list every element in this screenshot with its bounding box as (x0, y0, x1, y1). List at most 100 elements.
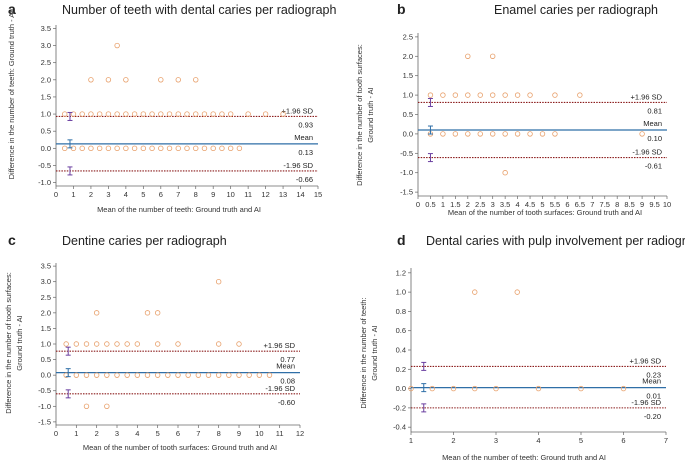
x-tick-label: 5 (540, 200, 544, 209)
data-point (104, 372, 110, 378)
y-tick-label: -0.5 (400, 149, 413, 158)
y-axis-label: Ground truth - AI (15, 315, 24, 370)
panel-d: d Dental caries with pulp involvement per… (359, 232, 685, 462)
x-tick-label: 11 (276, 429, 284, 438)
x-tick-label: 4 (536, 436, 540, 445)
upper-ci-bar (427, 97, 433, 107)
data-point (262, 111, 269, 117)
data-point (114, 111, 120, 117)
x-tick-label: 1 (409, 436, 413, 445)
y-tick-label: 2.5 (403, 32, 413, 41)
x-tick-label: 10 (663, 200, 671, 209)
data-point (131, 111, 138, 117)
data-point (175, 111, 181, 117)
mean-value: 0.01 (646, 392, 661, 401)
mean-value: 0.10 (647, 134, 662, 143)
x-tick-label: 7 (196, 429, 200, 438)
data-point (96, 111, 103, 117)
data-point (465, 131, 471, 137)
mean-value: 0.13 (298, 148, 313, 157)
data-point (266, 372, 273, 378)
x-tick-label: 4 (124, 190, 128, 199)
y-tick-label: 3.0 (41, 41, 51, 50)
data-point (236, 341, 242, 347)
lower-ci-bar (421, 403, 427, 413)
x-tick-label: 7 (176, 190, 180, 199)
data-point (236, 372, 242, 378)
x-tick-label: 1 (441, 200, 445, 209)
y-tick-label: 0.5 (41, 355, 51, 364)
y-tick-label: 3.5 (41, 24, 51, 33)
data-point (158, 145, 164, 152)
x-tick-label: 9 (640, 200, 644, 209)
data-point (134, 372, 141, 378)
panel-letter: d (397, 232, 406, 248)
x-tick-label: 9 (211, 190, 215, 199)
data-point (79, 111, 85, 117)
data-point (210, 145, 216, 152)
data-point (175, 341, 181, 347)
x-tick-label: 2 (95, 429, 99, 438)
x-tick-label: 9.5 (649, 200, 659, 209)
y-tick-label: 2.5 (41, 58, 51, 67)
data-point (427, 92, 434, 98)
data-point (93, 372, 100, 378)
upper-limit-label: +1.96 SD (631, 92, 663, 101)
y-axis-label: Ground truth - AI (370, 325, 379, 380)
lower-limit-label: -1.96 SD (631, 398, 661, 407)
data-point (452, 92, 459, 98)
data-point (154, 341, 161, 347)
lower-limit-label: -1.96 SD (283, 161, 313, 170)
upper-limit-value: 0.93 (298, 120, 313, 129)
upper-limit-value: 0.77 (280, 355, 295, 364)
y-tick-label: 2.0 (403, 52, 413, 61)
x-tick-label: 0 (416, 200, 420, 209)
mean-ci-bar (65, 368, 71, 378)
data-point (527, 92, 533, 98)
data-point (114, 341, 120, 347)
x-tick-label: 5 (156, 429, 160, 438)
lower-ci-bar (427, 153, 433, 163)
data-point (131, 145, 138, 152)
data-point (124, 372, 130, 378)
data-point (104, 403, 110, 410)
x-tick-label: 8 (217, 429, 221, 438)
lower-limit-label: -1.96 SD (265, 384, 295, 393)
lower-ci-bar (67, 166, 73, 176)
data-point (527, 131, 533, 137)
x-tick-label: 3 (491, 200, 495, 209)
chart-title: Number of teeth with dental caries per r… (62, 3, 337, 17)
data-point (149, 111, 155, 117)
x-tick-label: 6 (621, 436, 625, 445)
data-point (227, 111, 234, 117)
panel-b: b Enamel caries per radiograph -1.5 -1.0 -0.… (355, 1, 671, 217)
data-point (114, 145, 120, 152)
y-tick-label: 0.6 (396, 326, 406, 335)
data-point (620, 385, 627, 392)
x-tick-label: 7 (664, 436, 668, 445)
data-point (62, 111, 68, 117)
x-tick-label: 10 (226, 190, 234, 199)
data-point (88, 111, 94, 117)
data-point (472, 385, 478, 392)
y-tick-label: 1.0 (403, 91, 413, 100)
data-point (105, 145, 112, 152)
x-tick-label: 12 (296, 429, 304, 438)
panel-letter: b (397, 1, 406, 17)
y-axis-label: Ground truth - AI (366, 87, 375, 142)
data-point (123, 111, 129, 117)
data-point (245, 111, 251, 117)
data-point (114, 372, 120, 378)
mean-ci-bar (427, 125, 433, 135)
x-tick-label: 0 (54, 190, 58, 199)
data-point (175, 372, 181, 378)
x-tick-label: 1 (71, 190, 75, 199)
y-tick-label: 2.5 (41, 293, 51, 302)
y-axis-label: Difference in the number of tooth surfac… (355, 44, 364, 186)
data-point (502, 92, 508, 98)
y-tick-label: 1.0 (41, 340, 51, 349)
y-tick-label: 0.5 (403, 110, 413, 119)
data-point (184, 145, 190, 152)
data-point (63, 341, 69, 347)
